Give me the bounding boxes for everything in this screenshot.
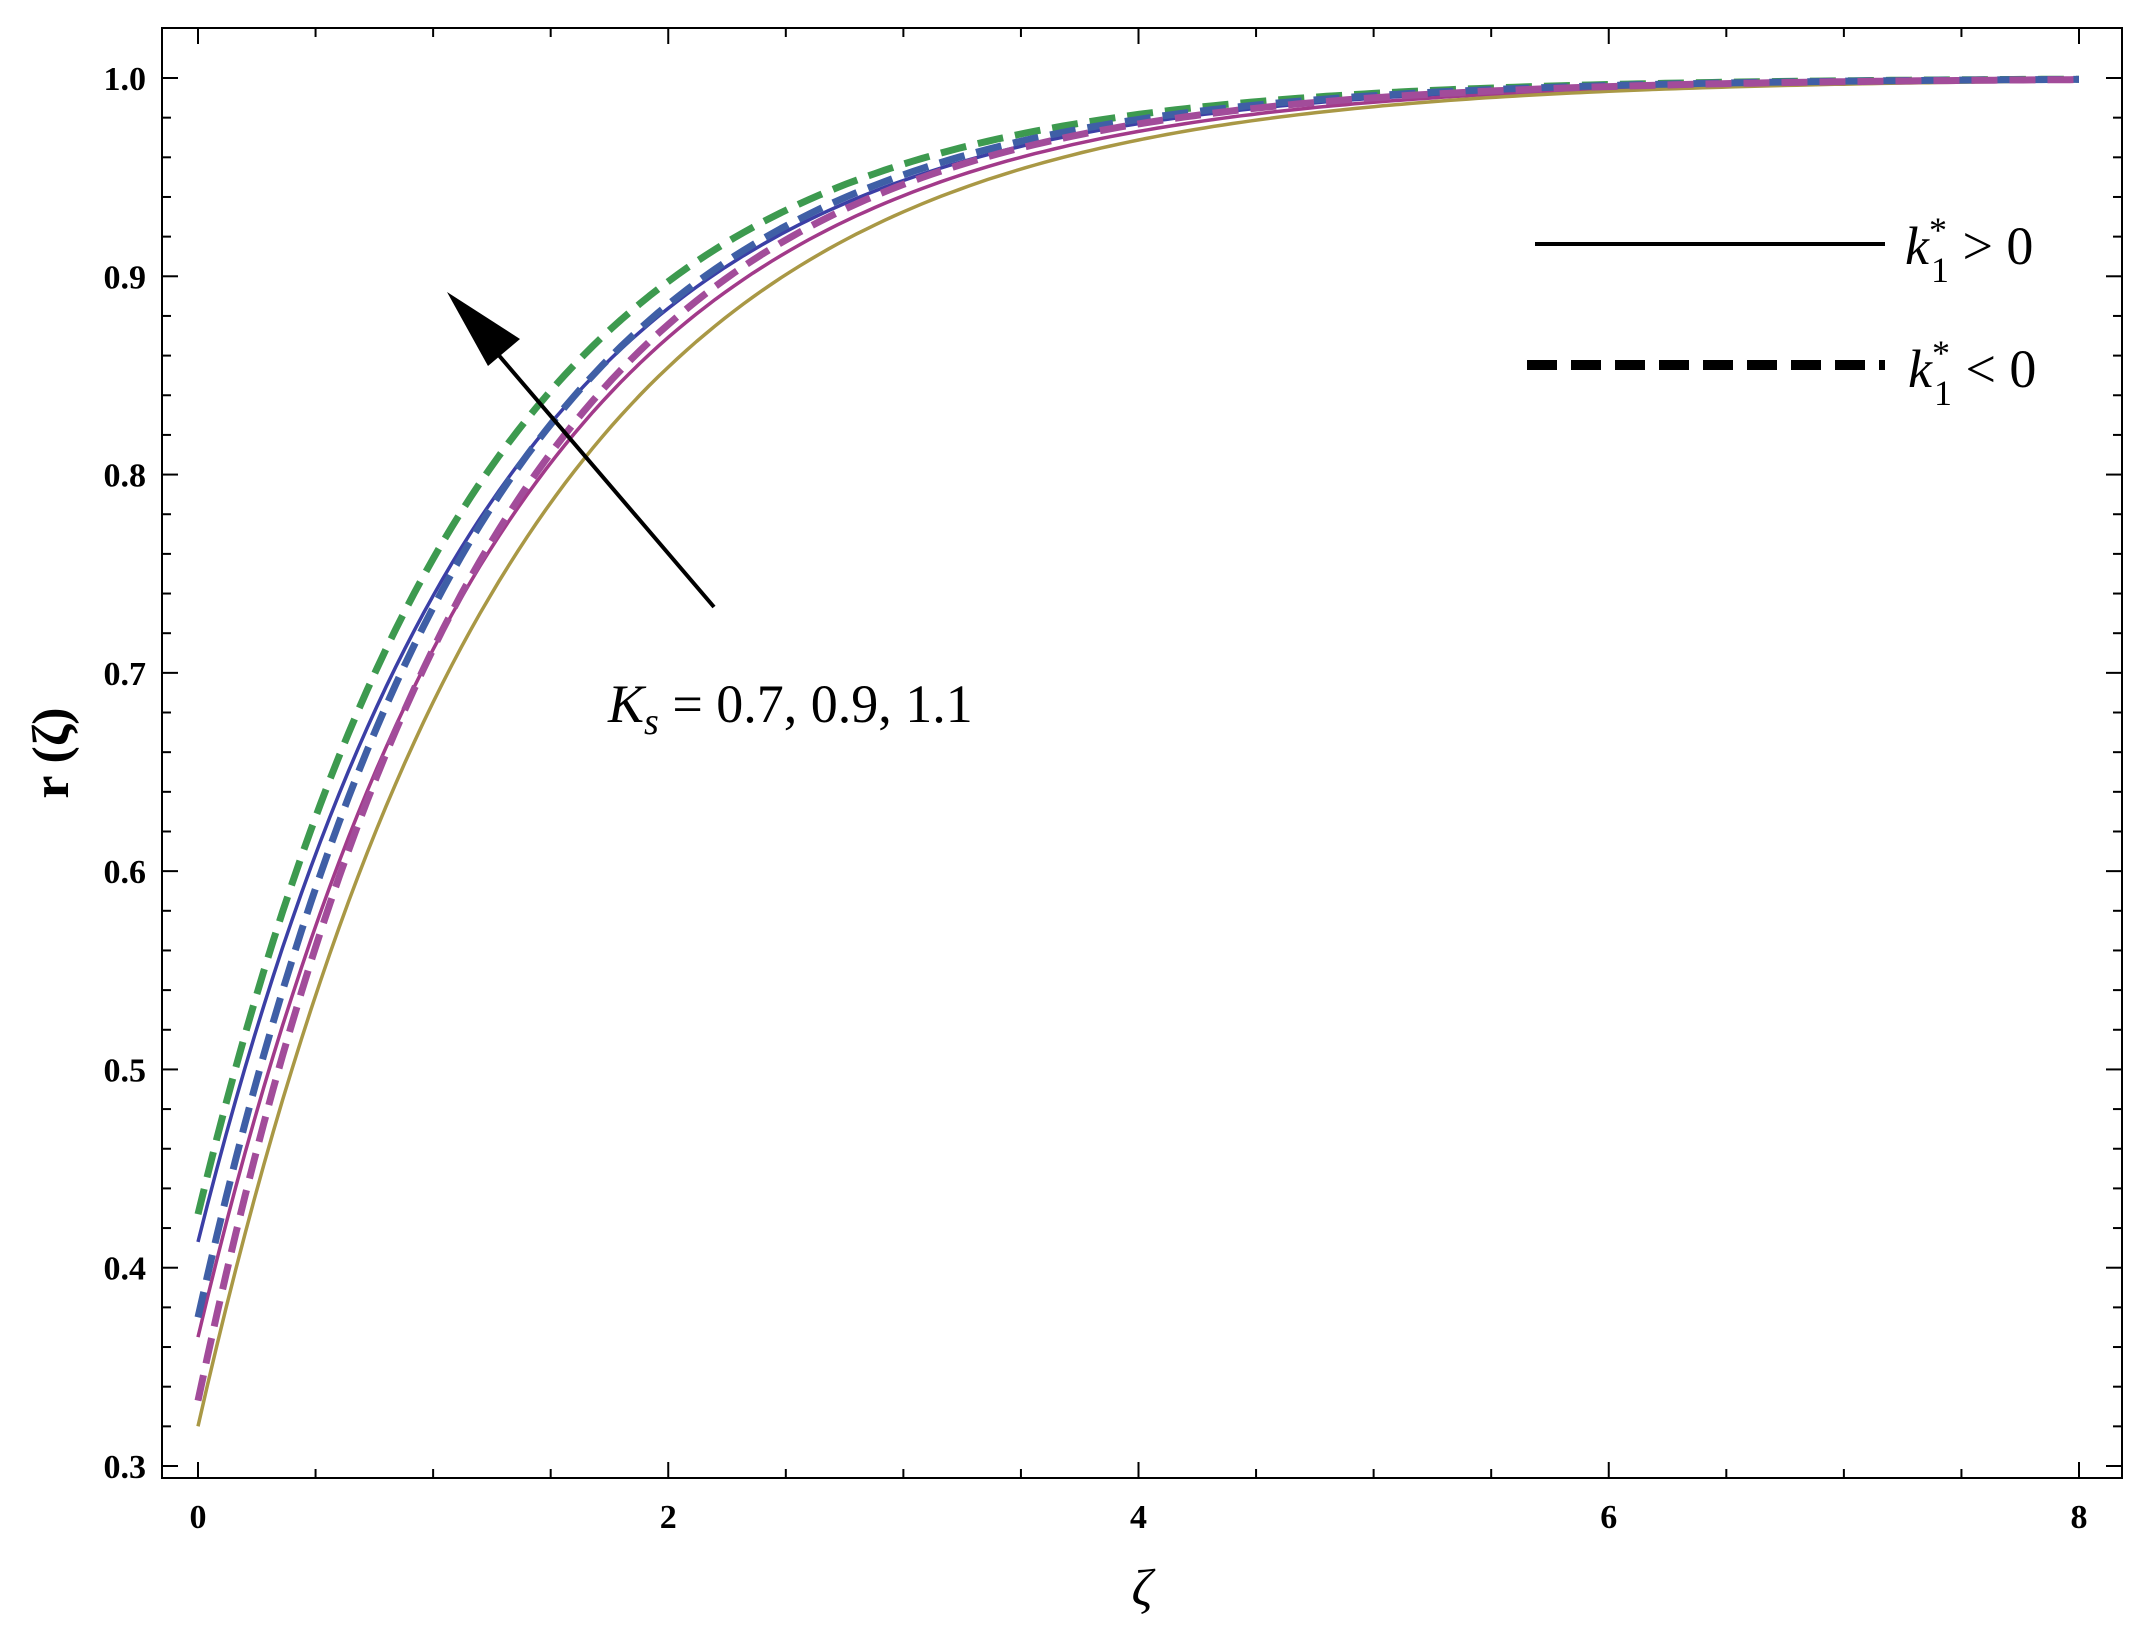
annotation-arrowhead — [447, 292, 520, 366]
x-tick-label: 2 — [660, 1499, 677, 1536]
legend-solid-label: k* 1 > 0 — [1905, 210, 2033, 290]
y-axis-label: r (ζ) — [23, 707, 80, 798]
y-tick-label: 0.9 — [104, 259, 147, 296]
y-tick-label: 0.4 — [104, 1251, 147, 1288]
x-tick-label: 4 — [1130, 1499, 1147, 1536]
y-tick-label: 1.0 — [104, 61, 147, 98]
x-tick-label: 6 — [1600, 1499, 1617, 1536]
y-tick-label: 0.7 — [104, 656, 147, 693]
y-tick-label: 0.6 — [104, 854, 147, 891]
series-group — [194, 75, 2080, 1427]
series-line-3 — [196, 79, 2080, 1427]
y-tick-label: 0.8 — [104, 458, 147, 495]
y-tick-label: 0.5 — [104, 1052, 147, 1089]
y-tick-label: 0.3 — [104, 1449, 147, 1486]
series-line-2 — [196, 78, 2079, 1338]
legend-dashed-label: k* 1 < 0 — [1908, 333, 2036, 413]
axis-ticks — [162, 28, 2122, 1478]
x-axis-label: ζ — [1131, 1560, 1155, 1617]
x-tick-label: 8 — [2071, 1499, 2088, 1536]
annotation-arrow-shaft — [488, 343, 716, 609]
tick-labels: 0 2 4 6 8 0.3 0.4 0.5 0.6 0.7 0.8 0.9 1.0 — [104, 61, 2088, 1536]
series-line-6 — [194, 76, 2080, 1402]
series-line-4 — [194, 75, 2079, 1216]
series-line-5 — [194, 75, 2079, 1319]
series-line-1 — [196, 78, 2079, 1243]
x-tick-label: 0 — [190, 1499, 207, 1536]
annotation-label: Ks = 0.7, 0.9, 1.1 — [607, 674, 973, 743]
